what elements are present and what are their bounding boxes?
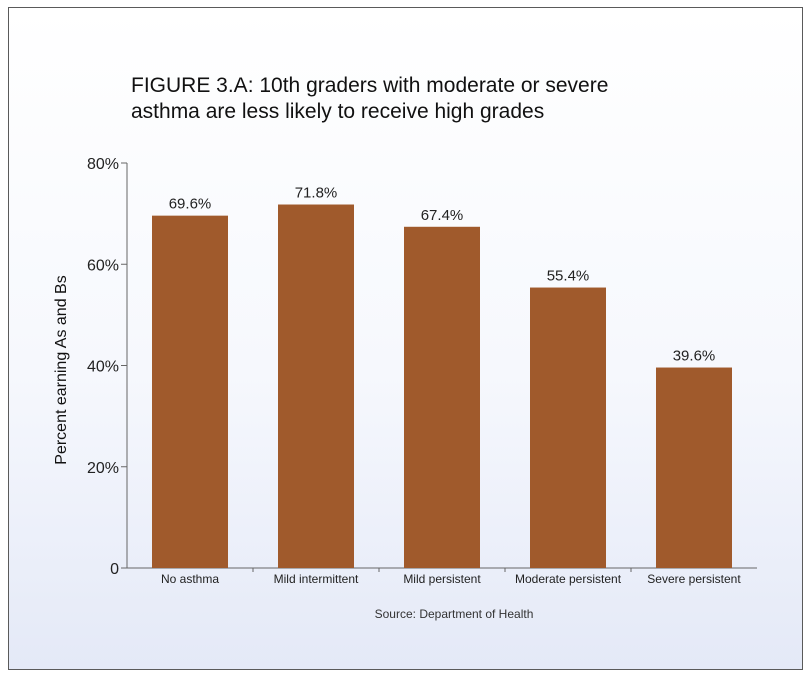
bar-value-label: 39.6%: [673, 348, 716, 365]
source-note: Source: Department of Health: [374, 607, 534, 621]
bar: [656, 367, 732, 568]
y-tick-label: 60%: [87, 257, 119, 274]
x-category-label: Mild persistent: [403, 572, 481, 586]
y-tick-label: 0: [110, 561, 119, 578]
bar: [278, 204, 354, 568]
y-tick-label: 80%: [87, 156, 119, 173]
bar: [530, 287, 606, 568]
x-category-label: No asthma: [161, 572, 219, 586]
x-category-label: Severe persistent: [647, 572, 741, 586]
bar-value-label: 69.6%: [169, 196, 212, 213]
y-tick-label: 20%: [87, 460, 119, 477]
x-category-label: Moderate persistent: [515, 572, 622, 586]
bar: [152, 215, 228, 568]
bar-value-label: 71.8%: [295, 185, 338, 202]
chart-title: FIGURE 3.A: 10th graders with moderate o…: [131, 74, 609, 123]
bar: [404, 226, 480, 568]
bar-value-label: 55.4%: [547, 268, 590, 285]
y-tick-label: 40%: [87, 359, 119, 376]
x-category-label: Mild intermittent: [274, 572, 359, 586]
bar-value-label: 67.4%: [421, 207, 464, 224]
